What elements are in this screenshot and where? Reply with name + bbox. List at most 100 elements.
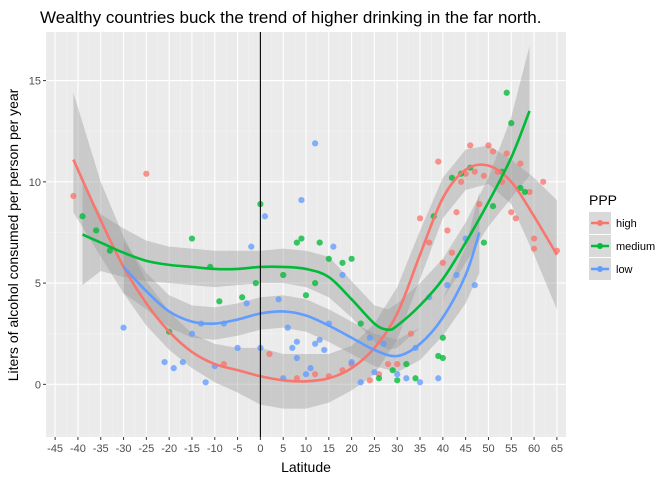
data-point-low [339, 271, 346, 279]
data-point-high [444, 227, 451, 234]
x-tick-label: 15 [323, 443, 335, 455]
data-point-medium [439, 354, 446, 362]
legend-label-high: high [616, 218, 637, 230]
data-point-low [312, 340, 319, 347]
y-tick-label: 15 [29, 76, 41, 88]
x-tick-label: 45 [460, 443, 472, 455]
data-point-medium [412, 375, 419, 382]
chart-title: Wealthy countries buck the trend of high… [40, 8, 541, 27]
legend-title: PPP [589, 192, 617, 208]
data-point-low [293, 338, 300, 345]
data-point-medium [348, 255, 355, 262]
data-point-high [448, 249, 456, 256]
data-point-medium [375, 375, 383, 382]
data-point-high [293, 375, 300, 382]
x-tick-label: 35 [414, 443, 426, 455]
data-point-medium [480, 239, 487, 246]
data-point-low [394, 371, 401, 378]
x-tick-label: 65 [551, 443, 563, 455]
data-point-low [179, 358, 186, 366]
data-point-medium [302, 292, 310, 299]
data-point-medium [280, 271, 287, 279]
data-point-low [234, 344, 241, 351]
data-point-low [330, 243, 337, 250]
data-point-high [416, 215, 424, 222]
x-tick-label: -35 [93, 443, 109, 455]
data-point-high [530, 235, 538, 242]
data-point-low [302, 371, 310, 378]
y-axis-ticks: 0 5 10 15 [29, 76, 46, 391]
data-point-high [467, 142, 474, 149]
data-point-high [453, 209, 460, 216]
data-point-high [394, 361, 401, 368]
y-tick-label: 5 [35, 278, 41, 290]
data-point-high [485, 142, 492, 149]
data-point-high [435, 158, 442, 165]
data-point-low [444, 282, 451, 289]
data-point-low [435, 375, 442, 382]
data-point-medium [339, 259, 346, 266]
data-point-high [503, 150, 510, 157]
data-point-medium [403, 361, 410, 368]
x-axis-ticks: -45 -40 -35 -30 -25 -20 -15 -10 -5 0 5 10 15 20 25 30 35… [47, 437, 563, 455]
x-tick-label: -25 [138, 443, 154, 455]
data-point-high [512, 215, 519, 222]
data-point-low [248, 243, 255, 250]
x-tick-label: 25 [368, 443, 380, 455]
data-point-medium [252, 280, 259, 287]
legend-point-medium [597, 243, 603, 249]
x-tick-label: 30 [391, 443, 403, 455]
data-points [70, 89, 560, 386]
data-point-low [357, 379, 364, 386]
data-point-low [348, 358, 355, 366]
data-point-medium [93, 227, 100, 234]
data-point-low [170, 365, 177, 372]
data-point-medium [298, 235, 305, 242]
legend: PPP high medium low [589, 192, 655, 280]
data-point-low [293, 354, 300, 362]
y-tick-label: 0 [35, 379, 41, 391]
data-point-low [307, 365, 314, 372]
data-point-low [366, 334, 373, 341]
data-point-low [380, 340, 387, 347]
data-point-high [312, 371, 319, 378]
data-point-high [471, 168, 478, 175]
data-point-high [70, 192, 77, 200]
data-point-high [540, 178, 547, 185]
data-point-high [366, 377, 373, 384]
x-tick-label: 5 [280, 443, 286, 455]
data-point-low [416, 379, 424, 386]
data-point-medium [216, 298, 223, 305]
data-point-low [298, 196, 305, 204]
data-point-medium [517, 184, 524, 192]
y-axis-label: Liters of alcohol consumed per person pe… [5, 88, 21, 381]
data-point-low [321, 346, 328, 354]
data-point-medium [508, 120, 515, 127]
data-point-high [489, 148, 497, 155]
data-point-medium [188, 235, 196, 242]
data-point-medium [239, 294, 246, 301]
data-point-high [439, 259, 446, 266]
data-point-medium [357, 320, 364, 327]
data-point-low [471, 282, 478, 289]
data-point-low [261, 213, 269, 220]
data-point-low [120, 324, 127, 331]
data-point-medium [521, 188, 529, 196]
data-point-medium [448, 174, 456, 181]
data-point-medium [106, 247, 113, 254]
data-point-medium [316, 239, 323, 246]
x-tick-label: -45 [47, 443, 63, 455]
data-point-low [161, 358, 168, 366]
x-tick-label: -40 [70, 443, 86, 455]
x-tick-label: -30 [116, 443, 132, 455]
data-point-high [385, 361, 392, 368]
x-tick-label: 50 [482, 443, 494, 455]
confidence-band-low [123, 191, 480, 373]
x-tick-label: -10 [207, 443, 223, 455]
data-point-low [312, 140, 319, 147]
data-point-low [453, 271, 460, 279]
data-point-low [316, 336, 323, 343]
data-point-medium [489, 203, 497, 210]
trend-lines [72, 110, 558, 383]
data-point-low [371, 369, 378, 376]
